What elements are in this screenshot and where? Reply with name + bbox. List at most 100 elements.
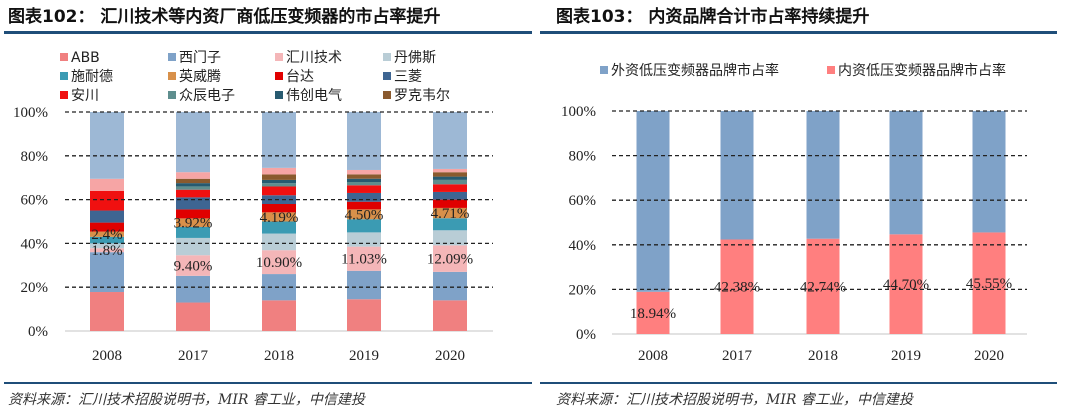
legend-label: 罗克韦尔	[394, 88, 450, 104]
bar-segment-内资低压变频器品牌市占率-2019	[889, 234, 923, 334]
bar-segment-台达-2020	[433, 199, 467, 208]
source-rule	[4, 382, 532, 384]
bar-segment-伟创电气-2018	[262, 179, 296, 184]
bar-segment-众辰电子-2017	[176, 186, 210, 190]
bar-segment-other-12-2019	[347, 169, 381, 175]
bar-segment-汇川技术-2008	[90, 248, 124, 253]
legend-label: 汇川技术	[286, 50, 342, 66]
y-tick-label: 60%	[569, 193, 597, 209]
bar-segment-英威腾-2017	[176, 218, 210, 227]
y-tick-label: 100%	[13, 105, 48, 121]
bar-segment-安川-2020	[433, 184, 467, 192]
legend-swatch	[827, 66, 835, 74]
data-label: 18.94%	[630, 306, 676, 322]
bar-segment-丹佛斯-2018	[262, 233, 296, 251]
bar-segment-众辰电子-2020	[433, 179, 467, 185]
y-tick-label: 20%	[21, 280, 49, 296]
bar-segment-施耐德-2020	[433, 218, 467, 231]
y-tick-label: 60%	[21, 193, 49, 209]
bar-segment-安川-2008	[90, 190, 124, 211]
bar-segment-汇川技术-2018	[262, 250, 296, 275]
bar-segment-丹佛斯-2017	[176, 237, 210, 256]
bar-segment-伟创电气-2017	[176, 183, 210, 187]
bar-segment-内资低压变频器品牌市占率-2020	[972, 232, 1006, 334]
legend-swatch	[275, 53, 283, 61]
y-tick-label: 40%	[569, 238, 597, 254]
bar-segment-other-12-2008	[90, 178, 124, 191]
legend-swatch	[60, 91, 68, 99]
chart-title: 图表103： 内资品牌合计市占率持续提升	[556, 6, 869, 27]
bar-segment-三菱-2017	[176, 197, 210, 210]
bar-segment-内资低压变频器品牌市占率-2017	[720, 239, 754, 334]
bar-segment-汇川技术-2019	[347, 246, 381, 271]
bar-segment-ABB-2020	[433, 300, 467, 331]
y-tick-label: 0%	[576, 327, 596, 343]
bar-segment-台达-2008	[90, 222, 124, 232]
bar-segment-ABB-2008	[90, 292, 124, 331]
bar-segment-众辰电子-2019	[347, 182, 381, 186]
bar-segment-台达-2019	[347, 201, 381, 210]
legend-label: 伟创电气	[286, 88, 342, 104]
bar-segment-施耐德-2008	[90, 236, 124, 244]
bar-segment-伟创电气-2020	[433, 176, 467, 180]
x-tick-label: 2019	[891, 348, 921, 364]
data-label: 42.38%	[714, 280, 760, 296]
data-label: 3.92%	[174, 216, 213, 232]
y-tick-label: 0%	[28, 324, 48, 340]
bar-segment-伟创电气-2019	[347, 178, 381, 183]
y-tick-label: 20%	[569, 282, 597, 298]
x-tick-label: 2017	[722, 348, 753, 364]
bar-segment-内资低压变频器品牌市占率-2008	[636, 291, 670, 334]
bar-segment-西门子-2008	[90, 252, 124, 293]
data-label: 42.74%	[800, 279, 846, 295]
legend-label: 安川	[71, 88, 99, 104]
data-label: 45.55%	[966, 276, 1012, 292]
legend-label: 三菱	[394, 69, 422, 85]
bar-segment-英威腾-2008	[90, 231, 124, 237]
legend-swatch	[168, 53, 176, 61]
legend-label: 英威腾	[179, 68, 221, 85]
legend-label: ABB	[71, 50, 100, 66]
bar-segment-汇川技术-2020	[433, 245, 467, 272]
x-tick-label: 2018	[808, 348, 838, 364]
legend-swatch	[600, 66, 608, 74]
bar-segment-ABB-2019	[347, 299, 381, 331]
legend-label: 台达	[286, 69, 314, 85]
legend-swatch	[60, 72, 68, 80]
bar-segment-台达-2018	[262, 204, 296, 213]
bar-segment-丹佛斯-2019	[347, 232, 381, 247]
bar-segment-台达-2017	[176, 209, 210, 219]
legend-label: 施耐德	[71, 69, 113, 85]
bar-segment-外资低压变频器品牌市占率-2020	[972, 111, 1006, 233]
bar-segment-安川-2017	[176, 189, 210, 198]
bar-segment-众辰电子-2018	[262, 183, 296, 187]
bar-segment-三菱-2020	[433, 191, 467, 200]
legend-swatch	[275, 91, 283, 99]
data-label: 4.71%	[431, 206, 470, 222]
legend-swatch	[383, 72, 391, 80]
legend-label: 西门子	[179, 50, 221, 66]
legend-swatch	[275, 72, 283, 80]
bar-segment-other-13-2020	[433, 112, 467, 169]
data-label: 1.8%	[91, 243, 122, 259]
bar-segment-外资低压变频器品牌市占率-2017	[720, 111, 754, 240]
y-tick-label: 40%	[21, 236, 49, 252]
chart-title: 图表102： 汇川技术等内资厂商低压变频器的市占率提升	[8, 6, 440, 27]
data-label: 2.4%	[91, 227, 122, 243]
bar-segment-安川-2019	[347, 185, 381, 193]
bar-segment-外资低压变频器品牌市占率-2018	[806, 111, 840, 239]
bar-segment-外资低压变频器品牌市占率-2008	[636, 111, 670, 292]
legend-label: 外资低压变频器品牌市占率	[611, 62, 779, 79]
bar-segment-内资低压变频器品牌市占率-2018	[806, 238, 840, 334]
title-rule	[540, 31, 1057, 34]
bar-segment-丹佛斯-2020	[433, 230, 467, 246]
bar-segment-other-12-2017	[176, 172, 210, 179]
x-tick-label: 2018	[264, 348, 294, 364]
bar-segment-other-13-2017	[176, 111, 210, 173]
bar-segment-other-13-2019	[347, 111, 381, 170]
legend-label: 内资低压变频器品牌市占率	[838, 62, 1006, 79]
bar-segment-三菱-2008	[90, 210, 124, 223]
x-tick-label: 2020	[435, 348, 465, 364]
bar-segment-罗克韦尔-2017	[176, 178, 210, 184]
bar-segment-英威腾-2019	[347, 209, 381, 220]
